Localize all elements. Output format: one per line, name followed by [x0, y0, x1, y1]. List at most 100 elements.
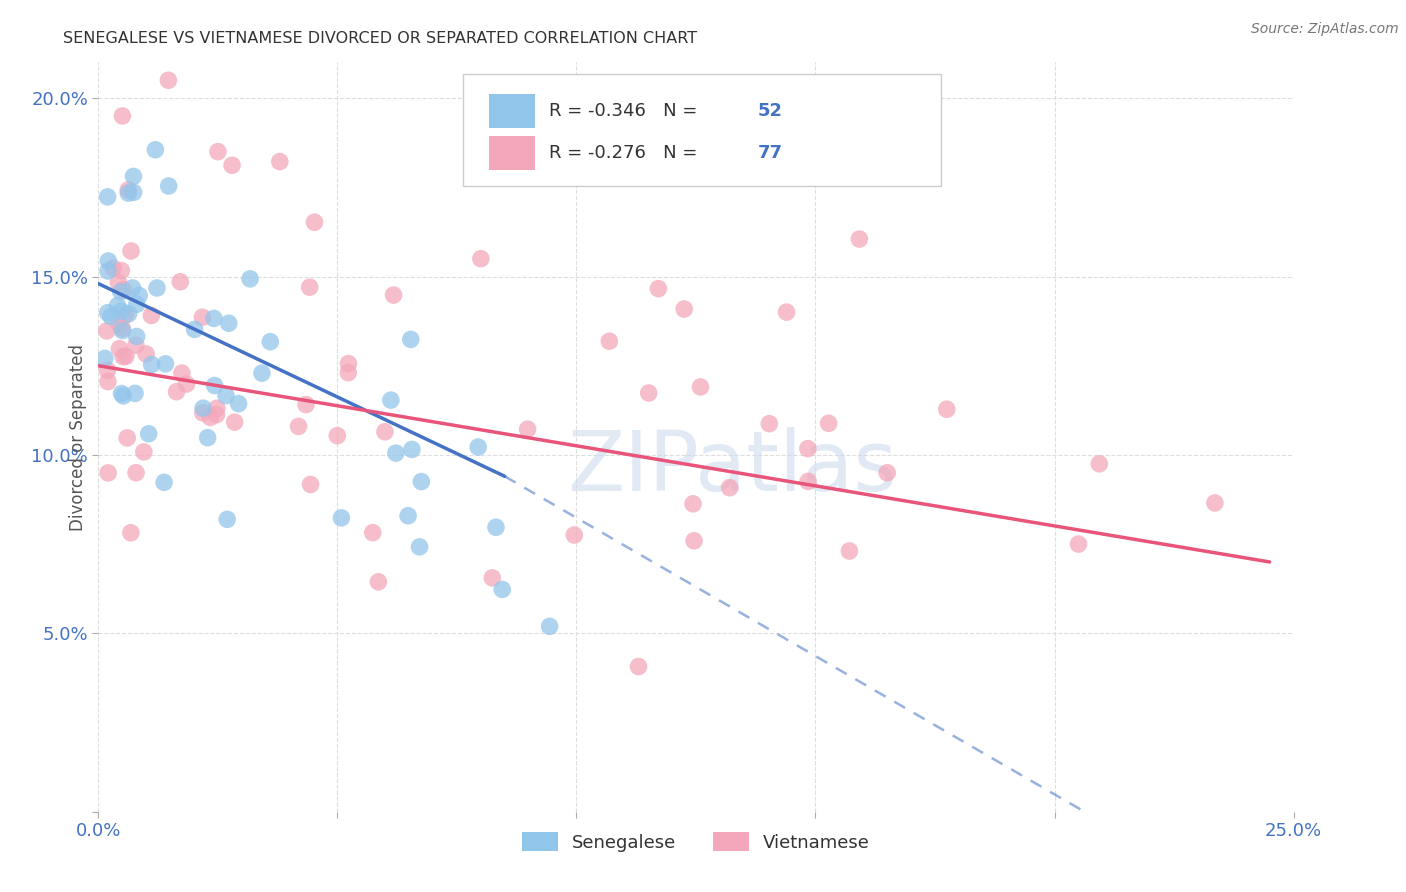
Point	[330, 511, 353, 525]
Point	[337, 357, 360, 371]
Point	[146, 281, 169, 295]
Point	[115, 431, 138, 445]
Point	[385, 446, 408, 460]
Point	[689, 380, 711, 394]
Point	[138, 426, 160, 441]
Text: Source: ZipAtlas.com: Source: ZipAtlas.com	[1251, 22, 1399, 37]
Point	[797, 442, 820, 456]
Point	[157, 73, 180, 87]
Point	[108, 342, 131, 356]
Point	[176, 376, 198, 391]
Text: SENEGALESE VS VIETNAMESE DIVORCED OR SEPARATED CORRELATION CHART: SENEGALESE VS VIETNAMESE DIVORCED OR SEP…	[63, 31, 697, 46]
Point	[215, 388, 238, 402]
Point	[96, 363, 118, 377]
Point	[110, 263, 132, 277]
Point	[399, 332, 422, 346]
Point	[775, 305, 797, 319]
Point	[1067, 537, 1090, 551]
Point	[481, 571, 503, 585]
Point	[228, 397, 250, 411]
Point	[121, 281, 143, 295]
Point	[96, 324, 118, 338]
Point	[797, 475, 820, 489]
Point	[470, 252, 492, 266]
Point	[221, 158, 243, 172]
Point	[112, 283, 135, 297]
Point	[169, 275, 191, 289]
Point	[200, 410, 222, 425]
Point	[100, 310, 122, 324]
Point	[125, 329, 148, 343]
Point	[202, 311, 225, 326]
Point	[637, 386, 659, 401]
Point	[374, 425, 396, 439]
Point	[935, 402, 957, 417]
Point	[408, 540, 430, 554]
Point	[120, 244, 142, 258]
Point	[361, 525, 384, 540]
Point	[207, 145, 229, 159]
Point	[298, 280, 321, 294]
Point	[132, 445, 155, 459]
Point	[269, 154, 291, 169]
Point	[299, 477, 322, 491]
Point	[114, 308, 136, 322]
Point	[191, 310, 214, 325]
Point	[97, 190, 120, 204]
Point	[110, 285, 132, 299]
Point	[112, 389, 135, 403]
Point	[141, 309, 163, 323]
Point	[1204, 496, 1226, 510]
Point	[94, 351, 117, 366]
Point	[218, 316, 240, 330]
Point	[197, 431, 219, 445]
Text: ZIPatlas: ZIPatlas	[567, 426, 897, 508]
Point	[485, 520, 508, 534]
Point	[125, 338, 148, 352]
Point	[411, 475, 433, 489]
Point	[122, 169, 145, 184]
Point	[538, 619, 561, 633]
Point	[382, 288, 405, 302]
Point	[817, 417, 839, 431]
Point	[111, 321, 134, 335]
Point	[191, 401, 214, 416]
Point	[367, 574, 389, 589]
Point	[135, 347, 157, 361]
FancyBboxPatch shape	[489, 136, 534, 169]
Point	[204, 378, 226, 392]
Point	[467, 440, 489, 454]
Point	[97, 375, 120, 389]
Point	[838, 544, 860, 558]
Point	[112, 350, 135, 364]
Point	[217, 512, 239, 526]
Point	[120, 525, 142, 540]
Point	[122, 186, 145, 200]
Point	[155, 357, 177, 371]
FancyBboxPatch shape	[463, 74, 941, 186]
Point	[337, 366, 360, 380]
Point	[97, 264, 120, 278]
Point	[295, 398, 318, 412]
Point	[682, 497, 704, 511]
Point	[97, 466, 120, 480]
Point	[97, 254, 120, 268]
Point	[107, 299, 129, 313]
Point	[718, 481, 741, 495]
Point	[491, 582, 513, 597]
Text: R = -0.346   N =: R = -0.346 N =	[548, 102, 703, 120]
Point	[205, 408, 228, 422]
Point	[205, 401, 228, 416]
Point	[647, 282, 669, 296]
Point	[117, 183, 139, 197]
Point	[111, 109, 134, 123]
Point	[157, 179, 180, 194]
Point	[848, 232, 870, 246]
Point	[125, 297, 148, 311]
Point	[141, 358, 163, 372]
Point	[128, 288, 150, 302]
Point	[1088, 457, 1111, 471]
Point	[108, 317, 131, 331]
Point	[562, 528, 585, 542]
Point	[110, 304, 132, 318]
